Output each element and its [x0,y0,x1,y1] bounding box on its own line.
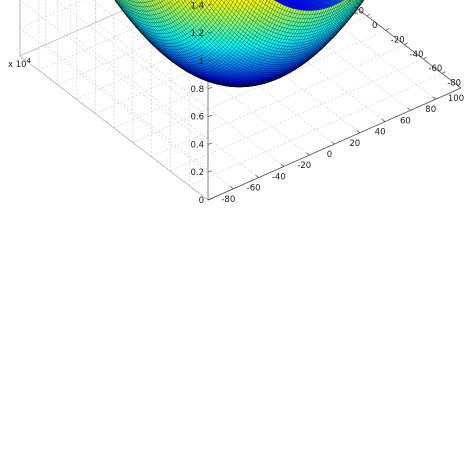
wall-grid-z [19,55,209,201]
floor-grid-x [95,22,285,167]
floor-grid-x [70,33,259,178]
wall-grid-z [19,0,209,145]
wall-grid-z [19,27,209,173]
surface-mesh [114,0,365,88]
floor-grid-x [45,44,234,190]
